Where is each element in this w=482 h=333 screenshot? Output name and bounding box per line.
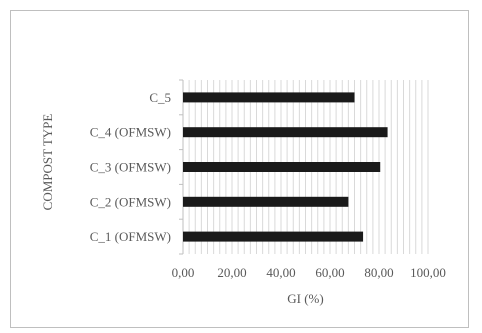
category-label: C_4 (OFMSW) (90, 125, 171, 140)
x-tick-label: 100,00 (410, 265, 446, 280)
x-axis-title: GI (%) (287, 291, 323, 306)
category-label: C_3 (OFMSW) (90, 160, 171, 175)
bars (183, 92, 388, 242)
bar (183, 92, 355, 103)
category-label: C_2 (OFMSW) (90, 194, 171, 209)
y-axis-title: COMPOST TYPE (40, 114, 55, 211)
bar (183, 196, 349, 207)
category-label: C_1 (OFMSW) (90, 229, 171, 244)
category-labels: C_1 (OFMSW) C_2 (OFMSW) C_3 (OFMSW) C_4 (OF… (90, 90, 171, 244)
x-tick-label: 60,00 (315, 265, 344, 280)
bar (183, 162, 381, 172)
x-tick-label: 40,00 (266, 265, 295, 280)
bar (183, 231, 364, 242)
x-tick-label: 20,00 (217, 265, 246, 280)
category-label: C_5 (149, 90, 171, 105)
x-tick-labels: 0,00 20,00 40,00 60,00 80,00 100,00 (172, 265, 446, 280)
bar (183, 127, 388, 138)
x-tick-label: 0,00 (172, 265, 195, 280)
x-tick-label: 80,00 (364, 265, 393, 280)
